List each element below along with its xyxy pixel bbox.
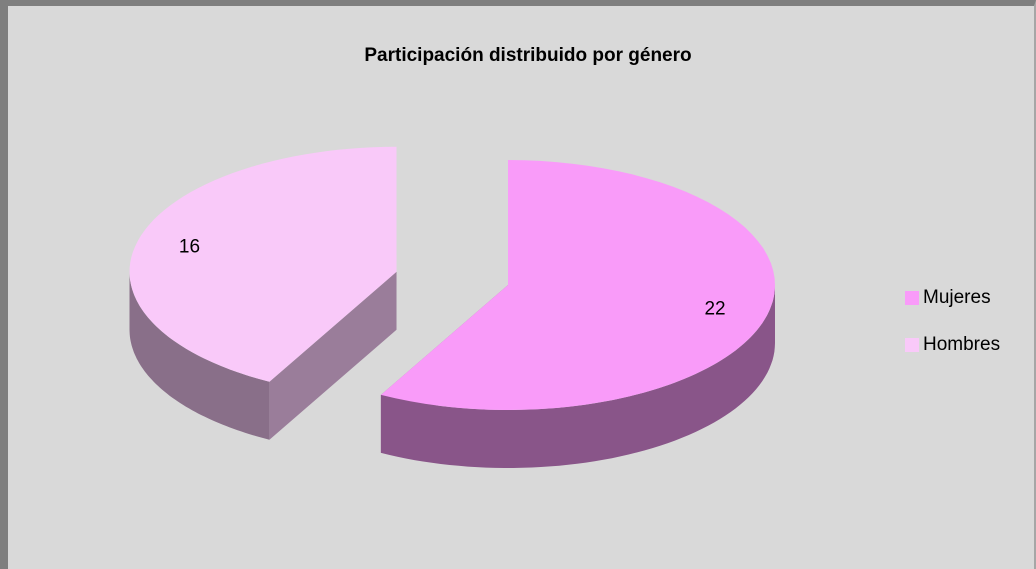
chart: Participación distribuido por género 22 1…: [129, 45, 1000, 468]
legend-swatch: [905, 338, 919, 352]
legend-label: Mujeres: [923, 287, 991, 308]
slice-side: [380, 285, 775, 468]
slice-side: [269, 271, 397, 440]
legend-swatch: [905, 291, 919, 305]
data-label: 22: [704, 299, 725, 320]
data-label: 16: [179, 236, 200, 257]
slice: [380, 160, 775, 410]
chart-title: Participación distribuido por género: [364, 45, 691, 66]
slice-side: [129, 271, 270, 440]
slice: [129, 146, 397, 382]
legend-label: Hombres: [923, 334, 1000, 355]
